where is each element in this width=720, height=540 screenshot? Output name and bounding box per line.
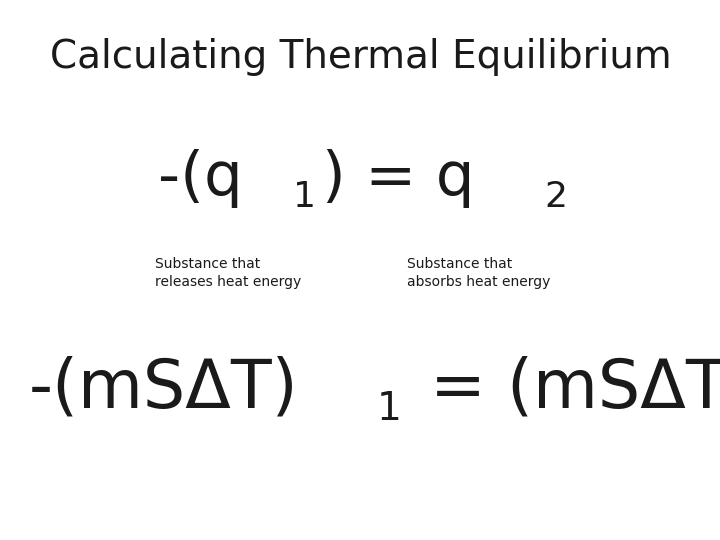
- Text: Calculating Thermal Equilibrium: Calculating Thermal Equilibrium: [50, 38, 672, 76]
- Text: 1: 1: [293, 180, 316, 214]
- Text: ) = q: ) = q: [323, 148, 495, 208]
- Text: -(mSΔT): -(mSΔT): [29, 356, 298, 422]
- Text: 2: 2: [544, 180, 567, 214]
- Text: 1: 1: [377, 390, 402, 428]
- Text: Substance that
absorbs heat energy: Substance that absorbs heat energy: [407, 256, 550, 289]
- Text: -(q: -(q: [158, 148, 263, 208]
- Text: Substance that
releases heat energy: Substance that releases heat energy: [155, 256, 301, 289]
- Text: = (mSΔT): = (mSΔT): [409, 356, 720, 422]
